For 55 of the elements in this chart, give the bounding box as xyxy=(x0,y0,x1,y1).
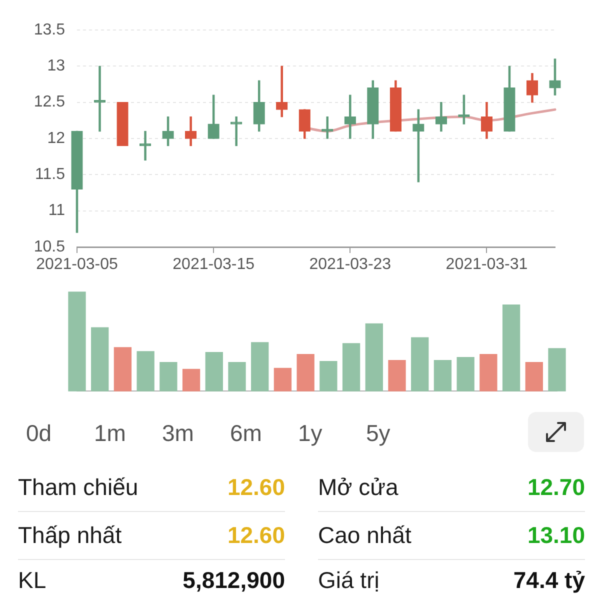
bar xyxy=(388,360,406,392)
category-label: Cao nhất xyxy=(318,521,412,549)
x-tick-label: 2021-03-15 xyxy=(172,256,255,274)
candlestick xyxy=(344,94,356,139)
candlestick xyxy=(276,66,288,118)
y-tick-label: 11.5 xyxy=(35,166,66,184)
bar xyxy=(160,362,178,392)
bar xyxy=(136,351,154,392)
text: 1m xyxy=(94,419,126,447)
category-label: Tham chiếu xyxy=(18,473,138,501)
text: 5,812,900 xyxy=(182,567,285,593)
bar xyxy=(480,354,498,392)
text: 6m xyxy=(230,419,262,447)
category-label: KL xyxy=(18,566,46,594)
bar xyxy=(68,292,86,392)
bar xyxy=(502,304,520,392)
y-tick-label: 13.5 xyxy=(34,21,66,38)
y-tick-label: 13 xyxy=(47,58,66,75)
text: 74.4 tỷ xyxy=(513,567,585,593)
bar xyxy=(228,362,246,392)
text: 3m xyxy=(162,419,194,447)
candlestick xyxy=(230,116,242,146)
bar xyxy=(548,348,566,392)
x-tick-label: 2021-03-31 xyxy=(446,256,528,274)
bar xyxy=(320,360,338,392)
bar xyxy=(456,357,474,392)
bar xyxy=(205,352,223,392)
text: 5y xyxy=(366,419,390,447)
bar xyxy=(296,354,314,392)
category-label: Thấp nhất xyxy=(18,521,122,549)
candlestick xyxy=(116,102,128,146)
y-tick-label: 12 xyxy=(47,130,66,147)
bar xyxy=(525,362,543,392)
bar xyxy=(274,368,292,392)
text: 12.60 xyxy=(227,522,285,548)
bar xyxy=(182,368,200,392)
x-tick-label: 2021-03-23 xyxy=(309,256,392,274)
bar xyxy=(114,347,132,392)
category-label: Giá trị xyxy=(318,566,380,594)
text: 13.10 xyxy=(527,522,585,548)
y-tick-label: 10.5 xyxy=(34,238,66,256)
bar xyxy=(251,342,269,392)
bar xyxy=(365,323,383,392)
y-tick-label: 12.5 xyxy=(34,94,66,111)
bar xyxy=(342,343,360,392)
y-tick-label: 11 xyxy=(48,202,66,220)
x-tick-label: 2021-03-05 xyxy=(36,256,118,274)
text: 12.60 xyxy=(227,474,285,500)
bar xyxy=(411,337,429,392)
bar xyxy=(434,360,452,392)
text: 12.70 xyxy=(527,474,585,500)
text: 1y xyxy=(298,419,322,447)
text: 0d xyxy=(26,419,52,447)
category-label: Mở cửa xyxy=(318,473,398,501)
bar xyxy=(91,327,109,392)
